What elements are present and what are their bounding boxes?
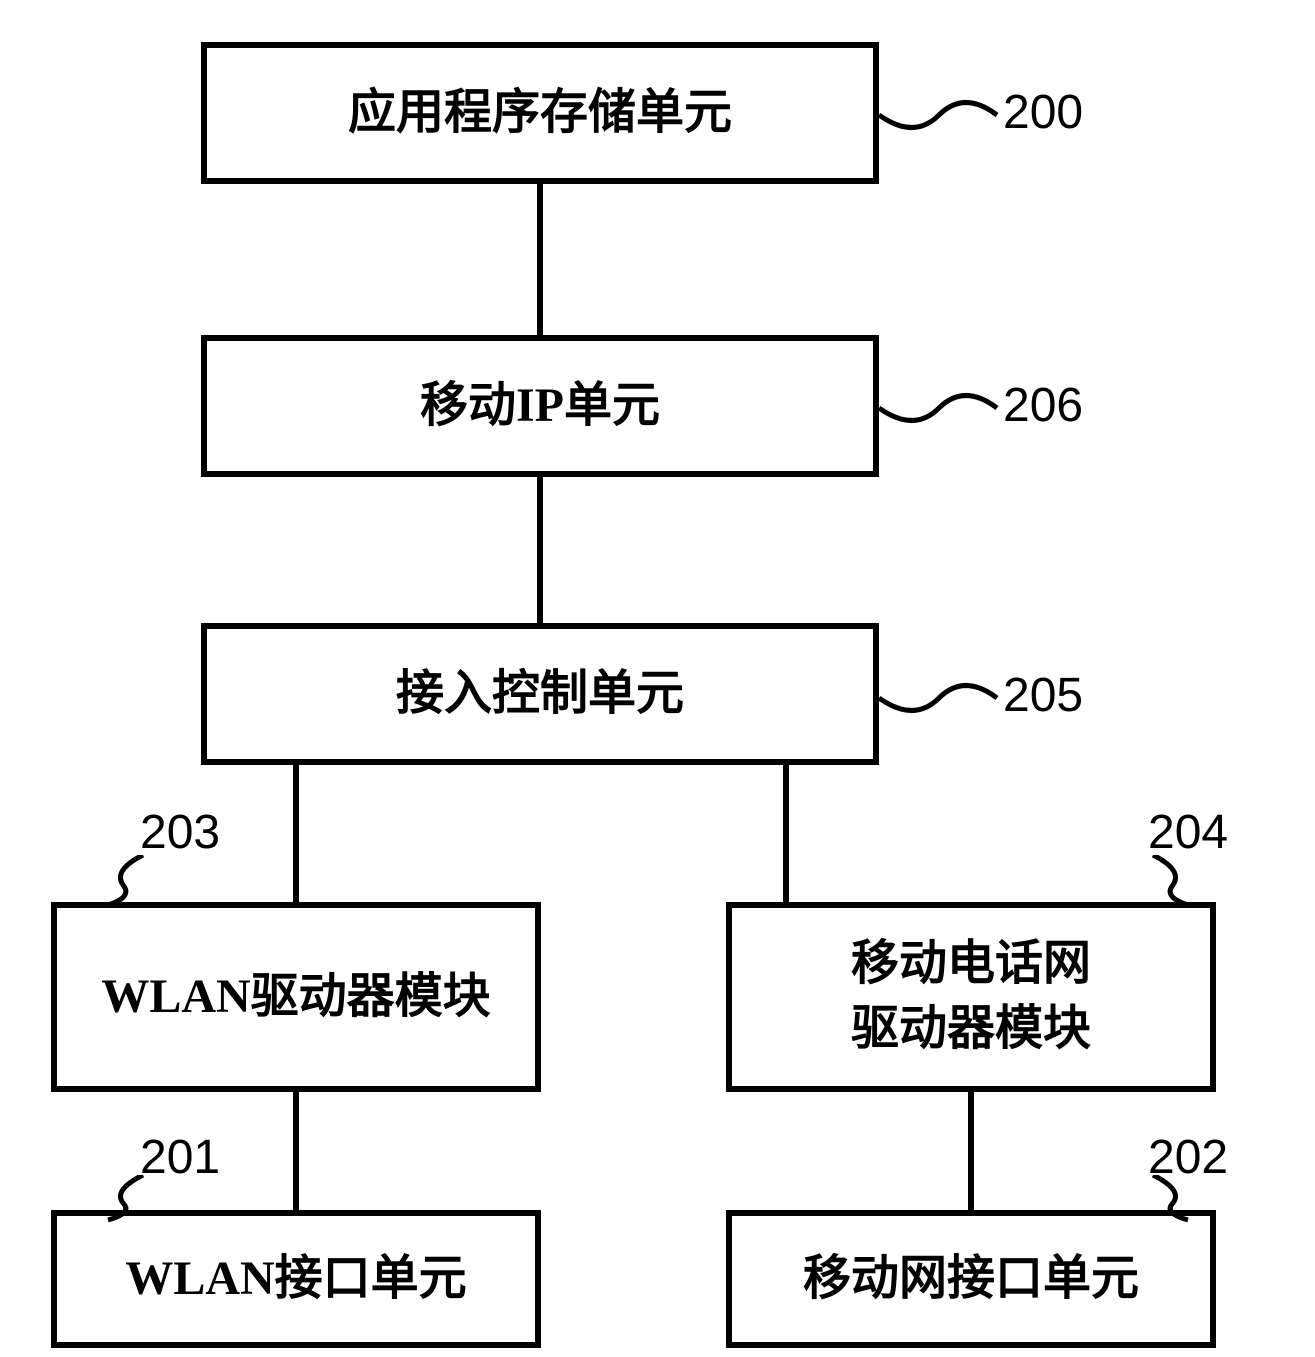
edge-206-205	[537, 477, 543, 623]
edge-204-202	[968, 1092, 974, 1210]
ref-label-202: 202	[1148, 1130, 1228, 1185]
ref-connector-200	[879, 85, 1009, 145]
node-access-control-unit: 接入控制单元	[201, 623, 879, 765]
ref-label-203: 203	[140, 805, 220, 860]
ref-connector-205	[879, 668, 1009, 728]
node-mobile-net-interface-unit: 移动网接口单元	[726, 1210, 1216, 1348]
ref-label-205: 205	[1003, 668, 1083, 723]
ref-label-204: 204	[1148, 805, 1228, 860]
node-mobile-phone-net-driver-module: 移动电话网 驱动器模块	[726, 902, 1216, 1092]
node-label: WLAN驱动器模块	[101, 965, 490, 1030]
node-wlan-interface-unit: WLAN接口单元	[51, 1210, 541, 1348]
edge-200-206	[537, 184, 543, 335]
node-app-storage-unit: 应用程序存储单元	[201, 42, 879, 184]
edge-205-left-v	[293, 765, 299, 902]
ref-connector-206	[879, 378, 1009, 438]
block-diagram: 应用程序存储单元 200 移动IP单元 206 接入控制单元 205 WLAN驱…	[0, 0, 1315, 1357]
node-label: 移动IP单元	[420, 374, 660, 439]
ref-label-201: 201	[140, 1130, 220, 1185]
node-label: 移动网接口单元	[803, 1247, 1139, 1312]
node-label: 应用程序存储单元	[348, 81, 732, 146]
node-wlan-driver-module: WLAN驱动器模块	[51, 902, 541, 1092]
node-label: WLAN接口单元	[125, 1247, 466, 1312]
edge-203-201	[293, 1092, 299, 1210]
ref-connector-203	[98, 855, 148, 910]
ref-label-200: 200	[1003, 85, 1083, 140]
ref-label-206: 206	[1003, 378, 1083, 433]
edge-205-right-v	[783, 765, 789, 902]
node-label: 接入控制单元	[396, 662, 684, 727]
node-label: 移动电话网 驱动器模块	[851, 932, 1091, 1062]
node-mobile-ip-unit: 移动IP单元	[201, 335, 879, 477]
ref-connector-204	[1148, 855, 1198, 910]
